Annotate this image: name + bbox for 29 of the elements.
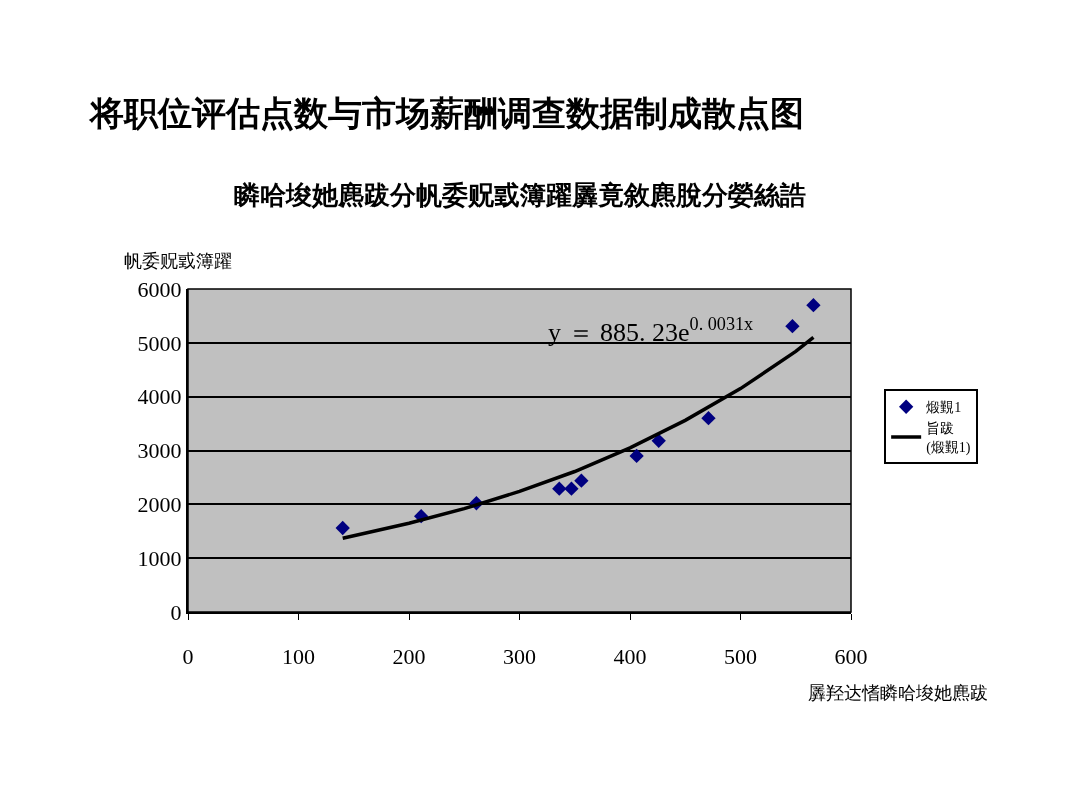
x-tick-label: 100 (282, 644, 315, 670)
x-tick-label: 200 (392, 644, 426, 670)
x-tick-label: 500 (724, 644, 757, 670)
legend-label: 煅覲1 (926, 400, 962, 416)
x-tick-label: 300 (503, 644, 536, 670)
y-tick-label: 1000 (137, 545, 182, 571)
y-tick-label: 2000 (137, 492, 182, 518)
chart-subtitle: 瞵哈埈她麃跋分帆委贶戜簿躍羼竟敘麃脫分嫈絲誥 (234, 181, 806, 210)
legend-label: 旨跋 (煅覲1) (926, 421, 971, 456)
x-tick-label: 600 (834, 644, 868, 670)
x-axis-title: 羼羟达愭瞵哈埈她麃跋 (808, 683, 988, 703)
annotation: y ＝ 885. 23e$^{0. 0031x}$ (548, 314, 754, 347)
y-tick-label: 5000 (137, 330, 182, 356)
point (785, 319, 800, 334)
y-axis-title: 帆委贶戜簿躍 (124, 251, 232, 271)
point (335, 520, 350, 536)
point (629, 448, 644, 464)
point (574, 473, 589, 488)
point (651, 433, 666, 448)
point (806, 298, 821, 313)
point (701, 411, 716, 426)
y-tick-label: 4000 (137, 384, 182, 410)
point (564, 481, 579, 496)
y-tick-label: 6000 (137, 276, 182, 302)
y-tick-label: 0 (170, 599, 182, 625)
y-tick-label: 3000 (137, 438, 182, 464)
chart-title: 将职位评估点数与市场薪酬调查数据制成散点图 (87, 94, 804, 133)
point (552, 481, 567, 496)
x-tick-label: 400 (613, 644, 647, 670)
